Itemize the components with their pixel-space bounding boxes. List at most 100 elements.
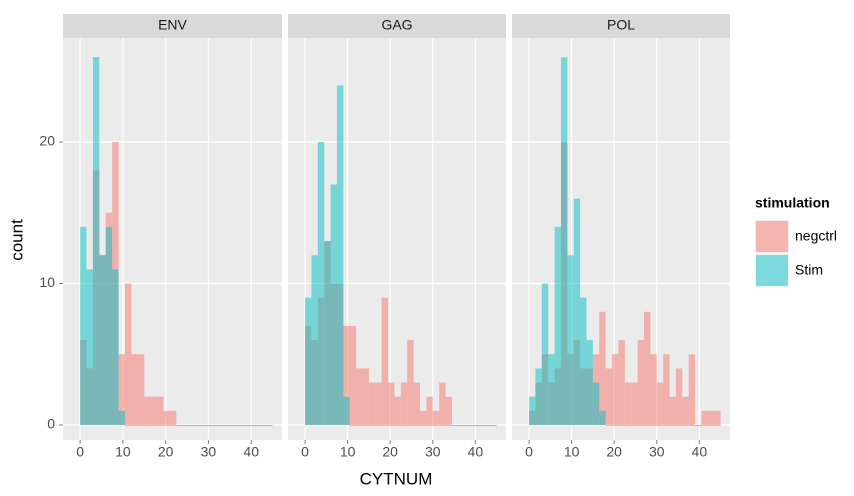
bar	[131, 425, 138, 426]
bar	[580, 297, 587, 426]
bar	[305, 297, 312, 426]
x-tick-label: 10	[115, 444, 131, 460]
bar	[118, 354, 126, 426]
bar	[669, 396, 676, 426]
x-tick-label: 20	[382, 444, 398, 460]
bar	[137, 354, 145, 426]
y-tick-label: 20	[39, 133, 55, 149]
bar	[336, 85, 344, 426]
bar	[381, 425, 389, 426]
bar	[362, 425, 369, 426]
legend-label: Stim	[795, 262, 823, 278]
legend-key	[756, 255, 788, 286]
bar	[246, 425, 254, 426]
bar	[330, 184, 337, 426]
legend-key	[756, 221, 788, 252]
bar	[490, 425, 497, 426]
bar	[368, 425, 376, 426]
x-axis-label: CYTNUM	[360, 469, 433, 488]
bar	[605, 425, 613, 426]
bar	[599, 410, 606, 426]
bar	[131, 354, 138, 426]
bar	[688, 425, 696, 426]
x-tick-label: 20	[606, 444, 622, 460]
bar	[419, 425, 427, 426]
bar	[317, 142, 325, 426]
bar	[682, 425, 689, 426]
y-axis-label: count	[7, 219, 26, 261]
bar	[349, 325, 357, 426]
bar	[605, 368, 613, 426]
bar	[413, 382, 420, 426]
x-tick-label: 40	[692, 444, 708, 460]
bar	[157, 396, 164, 426]
bar	[586, 340, 593, 426]
bar	[400, 425, 408, 426]
bar	[356, 425, 363, 426]
bar	[656, 382, 664, 426]
bar	[541, 283, 549, 426]
bar	[92, 57, 100, 426]
bar	[439, 382, 446, 426]
bar	[701, 425, 708, 426]
bar	[343, 396, 350, 426]
bar	[343, 325, 350, 426]
bar	[637, 340, 644, 426]
bar	[643, 311, 651, 426]
bar	[125, 425, 132, 426]
bar	[214, 425, 222, 426]
legend-title: stimulation	[755, 195, 830, 211]
bar	[368, 382, 376, 426]
bar	[234, 425, 241, 426]
bar	[202, 425, 209, 426]
x-tick-label: 30	[649, 444, 665, 460]
bar	[663, 425, 670, 426]
bar	[182, 425, 190, 426]
bar	[451, 425, 459, 426]
bar	[612, 354, 619, 426]
bar	[189, 425, 196, 426]
bar	[157, 425, 164, 426]
bar	[618, 425, 625, 426]
bar	[707, 410, 715, 426]
bar	[388, 382, 395, 426]
x-tick-label: 0	[76, 444, 84, 460]
bar	[483, 425, 491, 426]
bar	[675, 368, 683, 426]
bar	[714, 425, 721, 426]
bar	[618, 340, 625, 426]
bar	[432, 410, 440, 426]
bar	[560, 57, 568, 426]
y-tick-label: 0	[47, 416, 55, 432]
bar	[471, 425, 478, 426]
bar	[324, 241, 331, 426]
bar	[99, 255, 106, 426]
bar	[112, 269, 119, 426]
bar	[663, 354, 670, 426]
bar	[381, 297, 389, 426]
bar	[150, 425, 158, 426]
bar	[656, 425, 664, 426]
bar	[624, 382, 632, 426]
bar	[80, 226, 87, 426]
x-tick-label: 30	[201, 444, 217, 460]
bar	[650, 354, 657, 426]
bar	[349, 425, 357, 426]
strip-label: ENV	[158, 17, 187, 33]
strip	[288, 14, 506, 38]
bar	[419, 410, 427, 426]
legend-label: negctrl	[795, 228, 837, 244]
bar	[599, 311, 606, 426]
bar	[432, 425, 440, 426]
y-tick-label: 10	[39, 274, 55, 290]
bar	[266, 425, 273, 426]
bar	[714, 410, 721, 426]
bar	[592, 382, 600, 426]
bar	[637, 425, 644, 426]
bar	[169, 425, 177, 426]
bar	[426, 396, 433, 426]
bar	[407, 340, 414, 426]
bar	[144, 396, 151, 426]
bar	[643, 425, 651, 426]
bar	[413, 425, 420, 426]
